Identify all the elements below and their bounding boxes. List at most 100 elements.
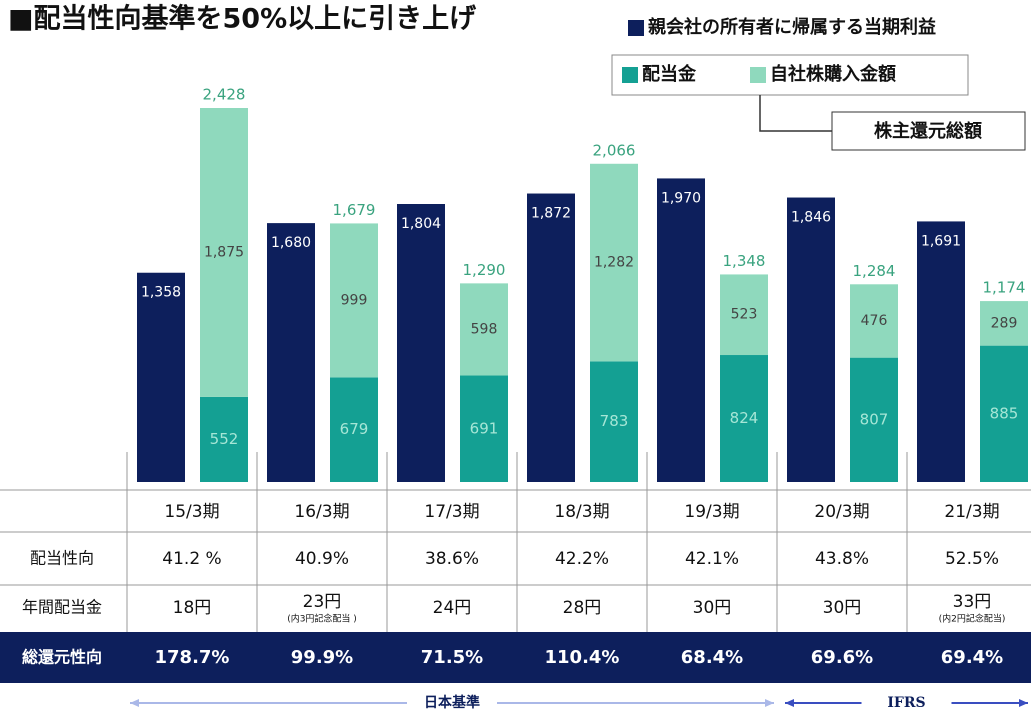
- total-box: [831, 111, 1026, 151]
- legend-connector: [759, 95, 832, 132]
- cell: 110.4%: [545, 647, 620, 668]
- cell: 24円: [433, 598, 472, 618]
- bar-segment: [980, 345, 1028, 482]
- x-tick-label: 16/3期: [294, 502, 349, 522]
- value-label: 476: [861, 313, 888, 329]
- value-label: 552: [210, 430, 239, 448]
- value-label: 999: [341, 292, 368, 308]
- bar-segment: [720, 355, 768, 482]
- cell: 43.8%: [815, 549, 869, 569]
- legend-swatch: [628, 20, 644, 36]
- value-label: 523: [731, 307, 758, 323]
- bar: [527, 193, 575, 483]
- x-tick-label: 15/3期: [164, 502, 219, 522]
- total-label: 2,428: [203, 86, 246, 104]
- span-label-bg: [861, 694, 952, 711]
- cell: 52.5%: [945, 549, 999, 569]
- value-label: 598: [471, 321, 498, 337]
- cell: 41.2 %: [162, 549, 221, 569]
- value-label: 691: [470, 419, 499, 437]
- value-label: 885: [990, 404, 1019, 422]
- legend-label: 親会社の所有者に帰属する当期利益: [648, 16, 936, 38]
- bar: [657, 178, 705, 482]
- bar-segment: [850, 357, 898, 482]
- arrow-head: [1019, 699, 1028, 707]
- total-label: 2,066: [593, 141, 636, 159]
- cell: 33円: [953, 592, 992, 612]
- bar: [787, 197, 835, 483]
- bar-segment: [330, 223, 378, 378]
- total-row-bg: [0, 632, 1031, 683]
- x-tick-label: 21/3期: [944, 502, 999, 522]
- cell: 28円: [563, 598, 602, 618]
- value-label: 1,872: [531, 206, 571, 222]
- value-label: 1,680: [271, 235, 311, 251]
- legend-box: [611, 54, 969, 96]
- value-label: 807: [860, 410, 889, 428]
- span-label: 日本基準: [424, 694, 480, 711]
- value-label: 824: [730, 409, 759, 427]
- value-label: 783: [600, 412, 629, 430]
- bar-segment: [850, 284, 898, 358]
- cell: 69.4%: [941, 647, 1003, 668]
- value-label: 1,282: [594, 255, 634, 271]
- cell: 30円: [823, 598, 862, 618]
- chart-title: ■配当性向基準を50%以上に引き上げ: [8, 3, 477, 35]
- total-legend: 株主還元総額: [874, 120, 982, 142]
- x-tick-label: 19/3期: [684, 502, 739, 522]
- cell-note: (内3円記念配当 ): [287, 613, 357, 625]
- cell-note: (内2円記念配当): [939, 613, 1006, 625]
- span-label: IFRS: [887, 695, 925, 711]
- bar-segment: [330, 377, 378, 482]
- total-label: 1,348: [723, 252, 766, 270]
- cell: 68.4%: [681, 647, 743, 668]
- arrow-head: [785, 699, 794, 707]
- x-tick-label: 20/3期: [814, 502, 869, 522]
- cell: 23円: [303, 592, 342, 612]
- bar-segment: [590, 361, 638, 482]
- bar-segment: [720, 274, 768, 356]
- cell: 30円: [693, 598, 732, 618]
- total-label: 1,290: [463, 261, 506, 279]
- cell: 40.9%: [295, 549, 349, 569]
- arrow-head: [765, 699, 774, 707]
- cell: 69.6%: [811, 647, 873, 668]
- cell: 42.2%: [555, 549, 609, 569]
- bar: [917, 221, 965, 482]
- bar: [397, 204, 445, 482]
- cell: 38.6%: [425, 549, 479, 569]
- value-label: 1,691: [921, 233, 961, 249]
- cell: 71.5%: [421, 647, 483, 668]
- legend-label: 配当金: [642, 63, 697, 85]
- value-label: 1,970: [661, 190, 701, 206]
- value-label: 289: [991, 315, 1018, 331]
- value-label: 679: [340, 420, 369, 438]
- arrow-head: [130, 699, 139, 707]
- bar-segment: [200, 108, 248, 397]
- total-label: 1,284: [853, 262, 896, 280]
- bar: [137, 272, 185, 482]
- bar-segment: [980, 301, 1028, 346]
- legend-label: 自社株購入金額: [770, 63, 896, 85]
- row-label: 配当性向: [30, 549, 94, 568]
- x-tick-label: 18/3期: [554, 502, 609, 522]
- legend-swatch: [622, 67, 638, 83]
- cell: 42.1%: [685, 549, 739, 569]
- span-label-bg: [407, 694, 497, 711]
- total-label: 1,174: [983, 279, 1026, 297]
- value-label: 1,846: [791, 210, 831, 226]
- total-label: 1,679: [333, 201, 376, 219]
- value-label: 1,804: [401, 216, 441, 232]
- bar-segment: [590, 163, 638, 362]
- row-label: 総還元性向: [22, 648, 102, 667]
- row-label: 年間配当金: [22, 598, 102, 617]
- x-tick-label: 17/3期: [424, 502, 479, 522]
- bar-segment: [200, 396, 248, 482]
- value-label: 1,875: [204, 244, 244, 260]
- bar-segment: [460, 375, 508, 482]
- value-label: 1,358: [141, 285, 181, 301]
- cell: 178.7%: [155, 647, 230, 668]
- cell: 99.9%: [291, 647, 353, 668]
- legend-swatch: [750, 67, 766, 83]
